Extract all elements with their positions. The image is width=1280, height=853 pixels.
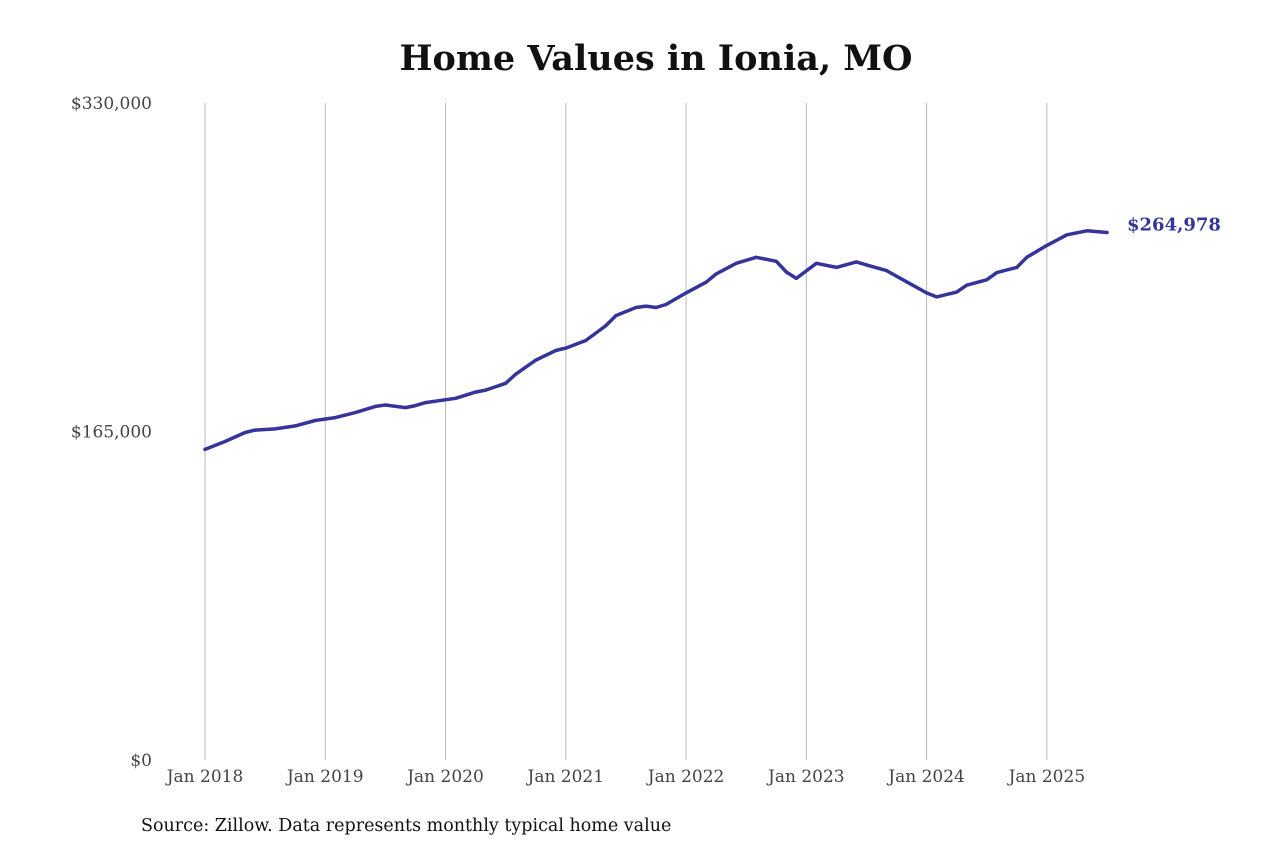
data-point (564, 346, 568, 350)
data-point (383, 403, 387, 407)
data-point (634, 305, 638, 310)
data-point (664, 302, 668, 307)
x-tick-label: Jan 2018 (165, 767, 244, 787)
x-tick-label: Jan 2024 (886, 767, 965, 787)
data-point (884, 269, 889, 273)
data-point (965, 283, 969, 287)
y-tick-label: $165,000 (71, 423, 152, 443)
x-tick-label: Jan 2020 (405, 767, 484, 787)
data-point (985, 278, 989, 282)
data-point (774, 259, 778, 263)
data-point (313, 418, 317, 423)
data-point (784, 270, 788, 274)
data-point (794, 276, 798, 280)
data-point (814, 261, 819, 265)
data-point (754, 255, 758, 259)
data-point (834, 265, 839, 269)
y-tick-label: $330,000 (71, 94, 152, 114)
chart-title: Home Values in Ionia, MO (399, 38, 913, 79)
data-point (955, 290, 959, 294)
x-tick-label: Jan 2025 (1007, 767, 1086, 787)
data-point (504, 381, 508, 385)
data-point (854, 260, 859, 264)
data-point (403, 406, 407, 410)
series-line (203, 229, 1109, 452)
data-point (1105, 230, 1109, 235)
data-point (925, 291, 929, 295)
data-point (905, 280, 909, 284)
data-point (353, 411, 357, 415)
data-point (734, 261, 738, 265)
data-point (1065, 233, 1069, 237)
data-point (273, 427, 277, 431)
data-point (514, 372, 518, 376)
data-point (474, 390, 478, 394)
grid-layer (204, 103, 1048, 760)
data-point (995, 271, 999, 275)
data-point (423, 401, 428, 405)
x-tick-label: Jan 2022 (646, 767, 725, 787)
data-point (223, 439, 227, 444)
data-point (644, 304, 648, 308)
y-tick-label: $0 (130, 751, 152, 771)
data-point (654, 305, 658, 310)
x-tick-label: Jan 2019 (285, 767, 364, 787)
data-point (614, 314, 618, 318)
data-point (604, 324, 608, 328)
end-labels: $264,978 (1127, 214, 1221, 235)
data-point (373, 404, 377, 408)
y-axis-ticks: $0 $165,000 $330,000 (71, 94, 152, 771)
data-point (935, 295, 939, 299)
data-point (484, 388, 488, 392)
data-point (1025, 255, 1029, 259)
data-point (554, 348, 558, 353)
data-point (243, 430, 247, 435)
x-axis-ticks: Jan 2018 Jan 2019 Jan 2020 Jan 2021 Jan 2022… (165, 767, 1085, 787)
data-point (413, 404, 418, 408)
source-note: Source: Zillow. Data represents monthly … (141, 816, 672, 836)
end-value-label: $264,978 (1127, 214, 1221, 235)
data-point (203, 447, 207, 451)
data-point (333, 416, 337, 420)
data-point (584, 338, 588, 343)
data-point (253, 428, 257, 432)
data-point (1045, 243, 1049, 247)
series-layer (203, 229, 1109, 452)
data-point (1085, 229, 1089, 233)
x-tick-label: Jan 2021 (526, 767, 605, 787)
data-point (534, 358, 538, 362)
x-tick-label: Jan 2023 (766, 767, 845, 787)
data-points (203, 229, 1109, 451)
data-point (293, 424, 297, 428)
data-point (454, 396, 458, 400)
data-point (714, 272, 718, 276)
data-point (684, 291, 688, 295)
data-point (864, 263, 869, 267)
data-point (1015, 265, 1019, 269)
data-point (704, 280, 708, 284)
